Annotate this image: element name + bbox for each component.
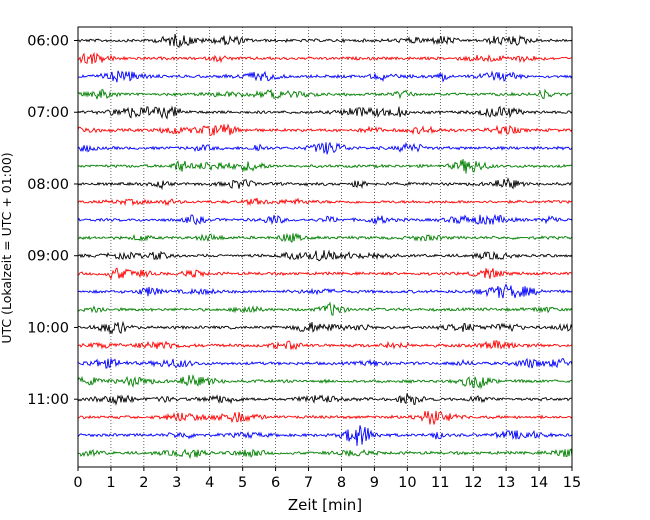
seismogram-traces — [77, 33, 573, 460]
trace-row — [77, 301, 573, 316]
x-tick-label: 8 — [337, 475, 346, 491]
y-tick-label: 10:00 — [27, 320, 69, 336]
minute-grid — [110, 27, 540, 467]
x-tick-label: 15 — [563, 475, 581, 491]
trace-row — [77, 88, 573, 100]
trace-row — [77, 123, 573, 136]
trace-row — [77, 141, 573, 155]
trace-row — [77, 357, 573, 369]
x-tick-label: 4 — [205, 475, 214, 491]
trace-row — [77, 177, 573, 191]
trace-row — [77, 448, 573, 460]
x-tick-label: 6 — [271, 475, 280, 491]
y-tick-label: 08:00 — [27, 177, 69, 193]
x-tick-label: 2 — [139, 475, 148, 491]
plot-frame — [77, 26, 573, 468]
trace-row — [77, 320, 573, 335]
x-tick-label: 3 — [172, 475, 181, 491]
trace-row — [77, 105, 573, 120]
y-tick-label: 07:00 — [27, 105, 69, 121]
trace-row — [77, 51, 573, 64]
trace-row — [77, 213, 573, 226]
y-tick-label: 11:00 — [27, 392, 69, 408]
x-tick-label: 10 — [398, 475, 416, 491]
y-axis-ticks: 06:00 07:00 08:00 09:00 10:00 11:00 — [27, 34, 78, 408]
y-axis-label: UTC (Lokalzeit = UTC + 01:00) — [0, 152, 14, 343]
trace-row — [77, 425, 573, 446]
trace-row — [77, 197, 573, 207]
trace-row — [77, 33, 573, 49]
y-tick-label: 06:00 — [27, 34, 69, 50]
trace-row — [77, 410, 573, 425]
x-tick-label: 11 — [431, 475, 449, 491]
trace-row — [77, 283, 573, 299]
trace-row — [77, 340, 573, 351]
trace-row — [77, 158, 573, 174]
x-tick-label: 14 — [530, 475, 548, 491]
x-tick-label: 12 — [464, 475, 482, 491]
trace-row — [77, 70, 573, 83]
x-tick-label: 9 — [370, 475, 379, 491]
x-tick-label: 13 — [497, 475, 515, 491]
trace-row — [77, 249, 573, 262]
y-tick-label: 09:00 — [27, 249, 69, 265]
x-axis-label: Zeit [min] — [288, 496, 362, 514]
x-tick-label: 1 — [106, 475, 115, 491]
trace-row — [77, 232, 573, 243]
trace-row — [77, 267, 573, 280]
trace-row — [77, 374, 573, 390]
x-axis-ticks: 0 1 2 3 4 5 6 7 8 9 10 11 12 13 14 15 — [73, 467, 581, 491]
x-tick-label: 7 — [304, 475, 313, 491]
x-tick-label: 0 — [73, 475, 82, 491]
trace-row — [77, 393, 573, 406]
x-tick-label: 5 — [238, 475, 247, 491]
